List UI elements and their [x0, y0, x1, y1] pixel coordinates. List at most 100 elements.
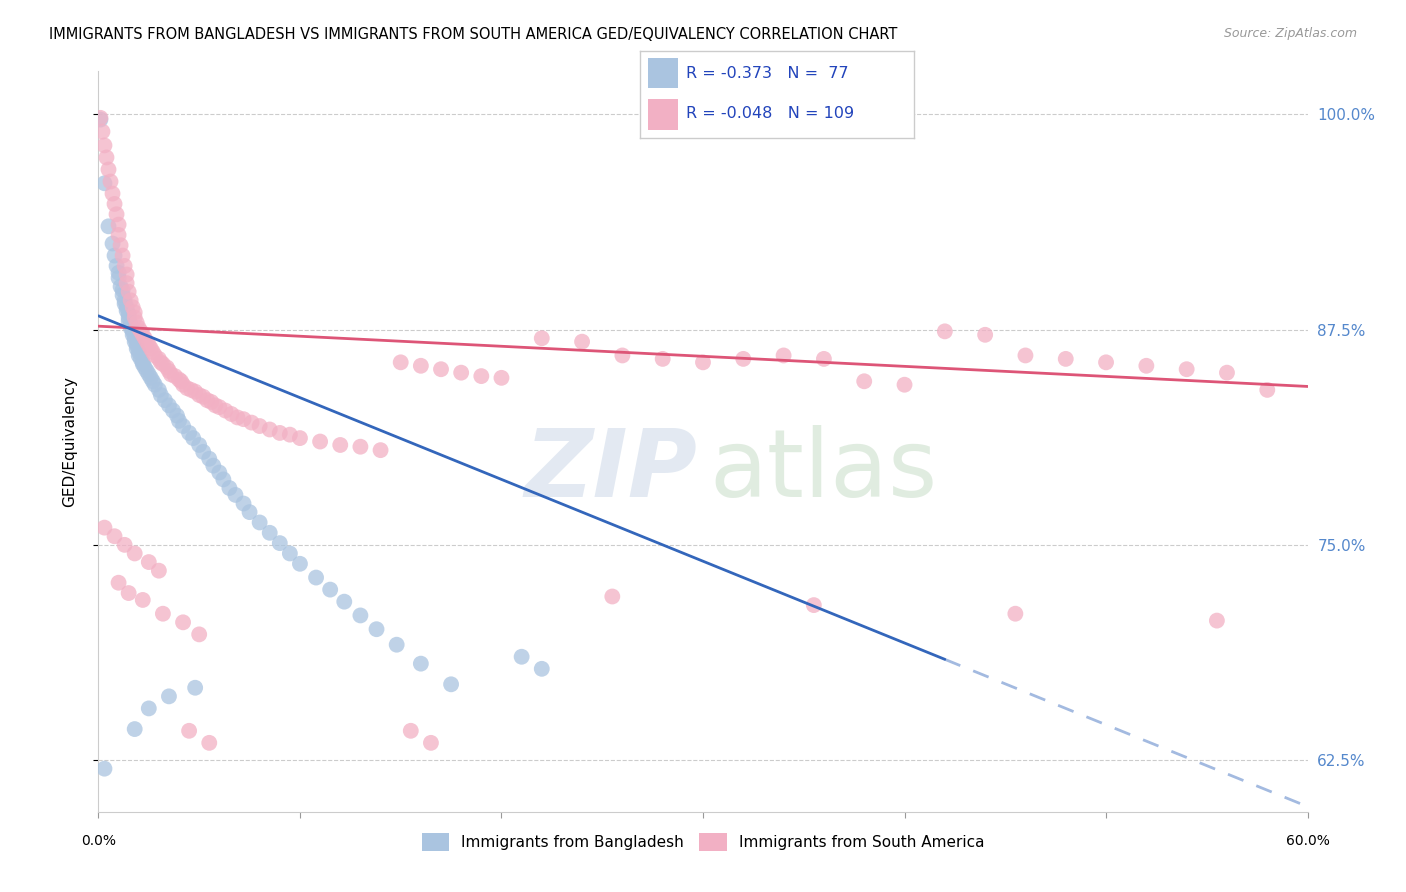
Point — [139, 371, 162, 385]
Point — [510, 649, 533, 664]
Point — [1004, 607, 1026, 621]
Point — [218, 481, 240, 495]
Point — [149, 355, 172, 369]
Point — [204, 398, 226, 412]
Point — [319, 582, 342, 597]
Point — [259, 525, 281, 540]
Point — [129, 351, 152, 366]
Point — [172, 419, 194, 434]
Text: 60.0%: 60.0% — [1285, 834, 1330, 848]
Point — [224, 488, 246, 502]
Point — [93, 521, 115, 535]
Point — [409, 359, 432, 373]
Point — [450, 366, 472, 380]
Point — [103, 529, 125, 543]
Point — [110, 238, 132, 252]
Point — [134, 331, 156, 345]
Text: IMMIGRANTS FROM BANGLADESH VS IMMIGRANTS FROM SOUTH AMERICA GED/EQUIVALENCY CORR: IMMIGRANTS FROM BANGLADESH VS IMMIGRANTS… — [49, 27, 897, 42]
Point — [172, 615, 194, 630]
Point — [232, 496, 254, 510]
Point — [259, 422, 281, 436]
Point — [163, 369, 186, 384]
Point — [212, 472, 235, 486]
Point — [148, 383, 170, 397]
Point — [132, 593, 155, 607]
Point — [128, 345, 150, 359]
Point — [114, 297, 136, 311]
Text: Source: ZipAtlas.com: Source: ZipAtlas.com — [1223, 27, 1357, 40]
Point — [853, 374, 876, 388]
Point — [132, 357, 155, 371]
Point — [120, 321, 142, 335]
Point — [118, 310, 141, 325]
Point — [115, 300, 138, 314]
Point — [111, 249, 134, 263]
Point — [157, 364, 180, 378]
Point — [107, 218, 129, 232]
Point — [1175, 362, 1198, 376]
Point — [179, 723, 201, 738]
Point — [172, 377, 194, 392]
Point — [115, 303, 138, 318]
Point — [93, 138, 115, 153]
Point — [125, 338, 148, 352]
Point — [101, 186, 124, 201]
Point — [120, 318, 142, 332]
Point — [612, 348, 634, 362]
Point — [385, 638, 408, 652]
Point — [240, 416, 263, 430]
Point — [440, 677, 463, 691]
Point — [1095, 355, 1118, 369]
Point — [93, 762, 115, 776]
Point — [803, 598, 825, 612]
Point — [530, 331, 553, 345]
Point — [89, 111, 111, 125]
Point — [134, 360, 156, 375]
Point — [125, 316, 148, 330]
Point — [160, 368, 183, 382]
Point — [389, 355, 412, 369]
Point — [733, 351, 755, 366]
Point — [107, 227, 129, 242]
Point — [530, 662, 553, 676]
Point — [366, 622, 388, 636]
Point — [118, 307, 141, 321]
Point — [934, 324, 956, 338]
Point — [96, 151, 118, 165]
Point — [349, 440, 371, 454]
Point — [93, 176, 115, 190]
Point — [170, 374, 193, 388]
Point — [148, 351, 170, 366]
Point — [143, 348, 166, 362]
Legend: Immigrants from Bangladesh, Immigrants from South America: Immigrants from Bangladesh, Immigrants f… — [415, 827, 991, 857]
Point — [125, 342, 148, 356]
Point — [232, 412, 254, 426]
Point — [198, 451, 221, 466]
Point — [167, 373, 190, 387]
Point — [813, 351, 835, 366]
Point — [249, 419, 271, 434]
Point — [105, 207, 128, 221]
Point — [128, 321, 150, 335]
Point — [103, 197, 125, 211]
Point — [143, 377, 166, 392]
Point — [571, 334, 593, 349]
Point — [114, 293, 136, 308]
Point — [139, 342, 162, 356]
Point — [329, 438, 352, 452]
Y-axis label: GED/Equivalency: GED/Equivalency — [63, 376, 77, 507]
Point — [249, 516, 271, 530]
Point — [97, 219, 120, 234]
Point — [602, 590, 624, 604]
Point — [200, 395, 222, 409]
Point — [278, 546, 301, 560]
Text: R = -0.373   N =  77: R = -0.373 N = 77 — [686, 66, 849, 80]
Point — [153, 393, 176, 408]
Point — [121, 327, 143, 342]
Point — [157, 398, 180, 412]
FancyBboxPatch shape — [648, 99, 678, 129]
Point — [239, 505, 262, 519]
Point — [156, 360, 179, 375]
Point — [142, 374, 165, 388]
Point — [124, 722, 146, 736]
